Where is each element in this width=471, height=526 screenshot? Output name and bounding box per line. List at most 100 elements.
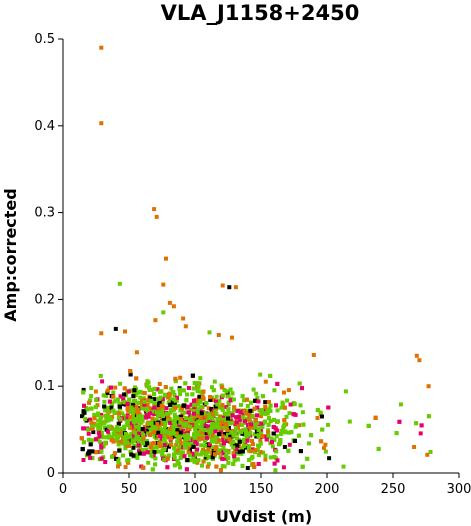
data-point: [254, 418, 258, 423]
data-point: [162, 457, 167, 462]
data-point: [169, 386, 174, 391]
data-point: [168, 410, 173, 415]
data-point: [89, 438, 94, 443]
data-point: [238, 417, 243, 422]
data-point: [122, 413, 126, 418]
data-point: [141, 465, 146, 470]
data-point: [95, 423, 100, 428]
data-point: [90, 423, 95, 428]
data-point: [145, 441, 150, 446]
data-point: [273, 468, 278, 473]
data-point: [207, 442, 212, 447]
data-point: [225, 414, 230, 419]
data-point: [132, 430, 137, 435]
data-point: [149, 453, 154, 458]
data-point: [116, 464, 120, 469]
data-point: [226, 416, 230, 421]
data-point: [200, 394, 205, 399]
data-point: [200, 463, 204, 468]
data-point: [280, 428, 285, 433]
data-point: [184, 437, 188, 442]
data-point: [191, 386, 196, 391]
data-point: [219, 443, 224, 447]
data-point: [242, 439, 247, 444]
data-point: [211, 429, 216, 433]
data-point: [141, 436, 146, 441]
data-point: [258, 372, 263, 377]
data-point: [283, 429, 288, 434]
data-point: [161, 408, 165, 413]
data-point: [279, 431, 284, 436]
data-point: [129, 405, 134, 410]
data-point: [172, 431, 177, 436]
data-point: [251, 442, 255, 447]
data-point: [168, 426, 173, 431]
data-point: [135, 419, 139, 423]
data-point: [157, 425, 162, 429]
data-point: [257, 408, 262, 413]
data-point-outlier: [167, 300, 172, 305]
data-point: [231, 440, 236, 445]
data-point: [301, 422, 306, 427]
data-point: [126, 435, 131, 440]
data-point: [203, 439, 207, 444]
data-point: [89, 386, 94, 390]
data-point-outlier: [412, 445, 417, 449]
data-point: [156, 449, 161, 454]
data-point: [142, 407, 147, 412]
data-point: [221, 438, 226, 443]
data-point: [107, 424, 112, 429]
data-point: [138, 414, 143, 419]
data-point: [282, 445, 287, 449]
data-point: [103, 408, 108, 413]
data-point: [194, 452, 199, 457]
data-point: [169, 400, 174, 405]
data-point: [307, 441, 311, 446]
data-point: [192, 442, 196, 447]
data-point: [268, 403, 273, 408]
data-point: [228, 398, 233, 403]
data-point: [169, 407, 174, 412]
data-point: [186, 386, 191, 390]
data-point: [274, 449, 279, 454]
data-point: [207, 412, 212, 417]
data-point: [183, 445, 188, 450]
data-point: [107, 435, 112, 440]
data-point: [200, 436, 205, 441]
data-point: [343, 389, 348, 394]
data-point: [136, 400, 141, 405]
data-point: [160, 452, 165, 457]
data-point: [131, 410, 135, 415]
data-point: [92, 412, 97, 417]
data-point: [278, 438, 283, 443]
data-point: [201, 422, 206, 427]
data-point: [128, 415, 133, 420]
data-point: [134, 434, 139, 439]
data-point: [263, 411, 268, 416]
data-point: [173, 376, 178, 381]
data-point-outlier: [171, 304, 176, 309]
data-point: [97, 434, 102, 439]
data-point: [258, 441, 263, 446]
data-point: [112, 451, 117, 456]
data-point: [247, 426, 252, 431]
data-point: [226, 460, 231, 465]
data-point: [185, 392, 189, 397]
data-point: [130, 426, 134, 431]
data-point: [133, 424, 138, 429]
data-point: [268, 373, 273, 378]
data-point: [133, 385, 137, 390]
data-point: [204, 426, 209, 431]
data-point: [204, 455, 209, 460]
data-point: [142, 391, 147, 396]
data-point: [81, 426, 86, 431]
data-point: [114, 437, 119, 442]
data-point: [270, 440, 274, 445]
data-point: [275, 408, 280, 413]
data-point: [132, 443, 137, 448]
data-point: [210, 455, 215, 460]
data-point: [322, 445, 326, 450]
data-point: [231, 433, 236, 438]
data-point: [288, 402, 293, 407]
data-point: [101, 444, 106, 449]
